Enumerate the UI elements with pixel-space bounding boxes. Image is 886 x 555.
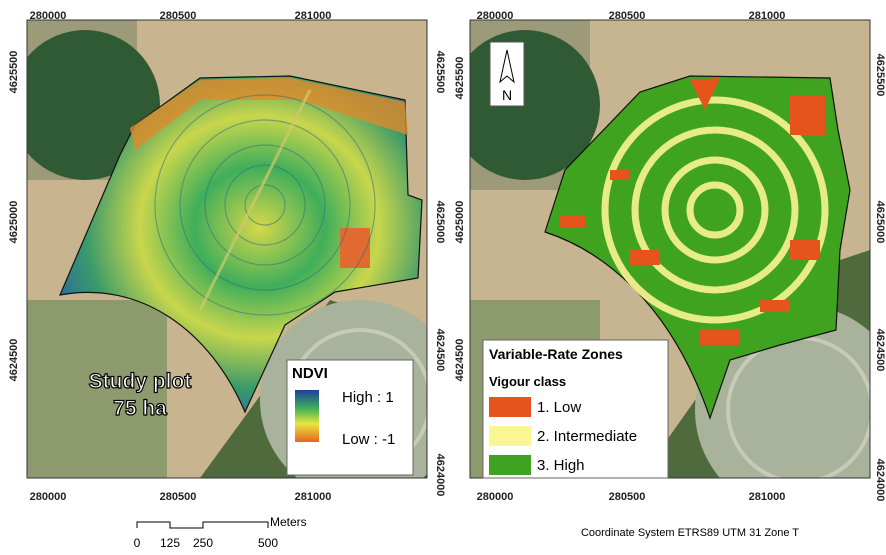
y-coord-label: 4624000 — [874, 459, 886, 502]
legend-high: High : 1 — [342, 389, 394, 406]
legend-label: 1. Low — [537, 399, 581, 416]
scale-label: 500 — [258, 536, 278, 550]
y-coord-label: 4624500 — [874, 329, 886, 372]
x-coord-label: 281000 — [295, 10, 332, 22]
y-coord-label: 4625000 — [8, 201, 20, 244]
scale-label: 250 — [193, 536, 213, 550]
y-coord-label: 4624000 — [434, 454, 446, 497]
coordinate-system: Coordinate System ETRS89 UTM 31 Zone T — [581, 527, 799, 539]
scale-unit: Meters — [270, 515, 307, 529]
figure: Study plot 75 ha NDVI High : 1 Low : -1 — [0, 0, 886, 555]
scale-label: 0 — [134, 536, 141, 550]
y-coord-label: 4625500 — [454, 57, 466, 100]
y-coord-label: 4625500 — [434, 51, 446, 94]
ndvi-legend: NDVI High : 1 Low : -1 — [287, 360, 413, 475]
north-label: N — [502, 87, 512, 103]
zones-legend: Variable-Rate Zones Vigour class 1. Low 2… — [483, 340, 668, 478]
x-coord-label: 280000 — [477, 10, 514, 22]
page: {"left_map":{"x_labels_top":[280000,2805… — [0, 0, 886, 555]
x-coord-label: 280000 — [30, 491, 67, 503]
y-coord-label: 4624500 — [454, 339, 466, 382]
y-coord-label: 4625000 — [874, 201, 886, 244]
y-coord-label: 4625000 — [434, 201, 446, 244]
legend-subtitle: Vigour class — [489, 374, 566, 389]
legend-label: 2. Intermediate — [537, 428, 637, 445]
x-coord-label: 280000 — [30, 10, 67, 22]
y-coord-label: 4624500 — [8, 339, 20, 382]
scale-bar — [137, 522, 268, 528]
y-coord-label: 4625000 — [454, 201, 466, 244]
x-coord-label: 281000 — [749, 10, 786, 22]
y-coord-label: 4625500 — [8, 51, 20, 94]
legend-title: Variable-Rate Zones — [489, 346, 623, 362]
legend-low: Low : -1 — [342, 431, 395, 448]
plot-label-line2: 75 ha — [113, 397, 167, 420]
legend-title: NDVI — [292, 365, 328, 382]
scale-label: 125 — [160, 536, 180, 550]
x-coord-label: 280500 — [609, 10, 646, 22]
y-coord-label: 4624500 — [434, 329, 446, 372]
x-coord-label: 280000 — [477, 491, 514, 503]
north-arrow: N — [490, 42, 524, 106]
legend-label: 3. High — [537, 457, 585, 474]
legend-swatch — [489, 426, 531, 446]
plot-label-line1: Study plot — [89, 370, 192, 393]
x-coord-label: 281000 — [295, 491, 332, 503]
x-coord-label: 280500 — [160, 10, 197, 22]
legend-swatch — [489, 397, 531, 417]
x-coord-label: 280500 — [160, 491, 197, 503]
x-coord-label: 281000 — [749, 491, 786, 503]
legend-swatch — [489, 455, 531, 475]
y-coord-label: 4625500 — [874, 54, 886, 97]
x-coord-label: 280500 — [609, 491, 646, 503]
